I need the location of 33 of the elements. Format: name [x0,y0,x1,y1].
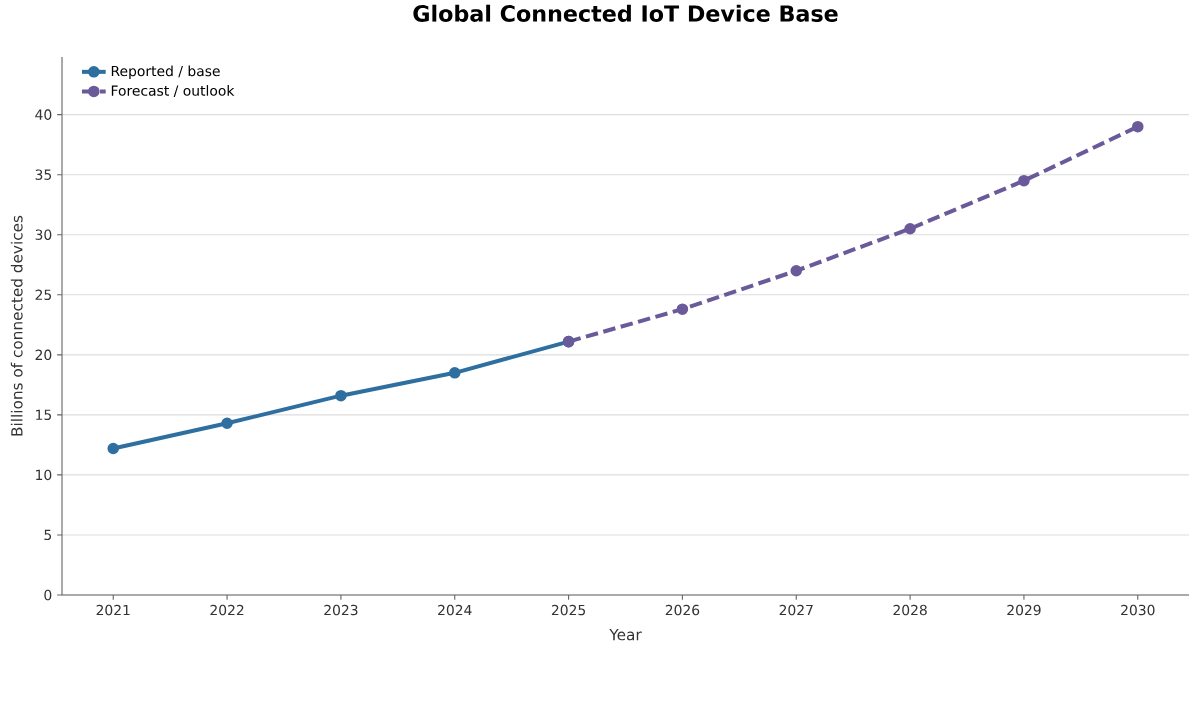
y-tick-label: 20 [35,349,52,361]
point [107,442,119,455]
x-tick-label: 2028 [893,604,927,616]
chart-title: Global Connected IoT Device Base [413,4,838,22]
legend-label: Forecast / outlook [111,85,235,97]
point [448,367,461,379]
y-tick-label: 5 [44,529,52,541]
x-tick-label: 2023 [324,604,358,616]
x-tick-label: 2025 [551,604,586,616]
x-tick-label: 2026 [665,604,700,616]
x-tick-label: 2029 [1007,604,1041,616]
y-tick-label: 10 [36,469,52,481]
y-tick-label: 40 [35,109,52,120]
x-tick-label: 2030 [1121,604,1155,616]
y-tick-label: 15 [36,409,52,421]
y-tick-label: 35 [35,169,52,180]
y-tick-label: 0 [44,589,52,601]
x-tick-label: 2027 [779,604,813,616]
point [1132,120,1144,133]
x-tick-label: 2021 [96,604,130,616]
x-tick-label: 2022 [210,604,244,616]
legend-label: Reported / base [111,65,220,79]
point [221,417,233,430]
point [1018,174,1030,187]
point [790,264,803,277]
point [904,222,916,235]
y-tick-label: 30 [35,229,52,240]
point [676,303,689,315]
point [335,389,347,402]
x-axis-title: Year [609,629,642,641]
y-axis-title: Billions of connected devices [10,215,23,436]
x-tick-label: 2024 [438,604,472,616]
y-tick-label: 25 [35,289,52,301]
